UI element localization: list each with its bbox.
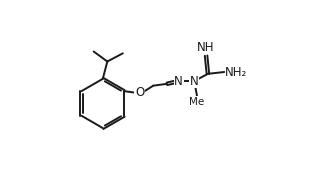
Text: N: N <box>190 75 199 88</box>
Text: N: N <box>174 75 183 88</box>
Text: O: O <box>135 86 144 100</box>
Text: NH₂: NH₂ <box>225 65 248 78</box>
Text: Me: Me <box>189 97 204 107</box>
Text: NH: NH <box>197 41 215 54</box>
